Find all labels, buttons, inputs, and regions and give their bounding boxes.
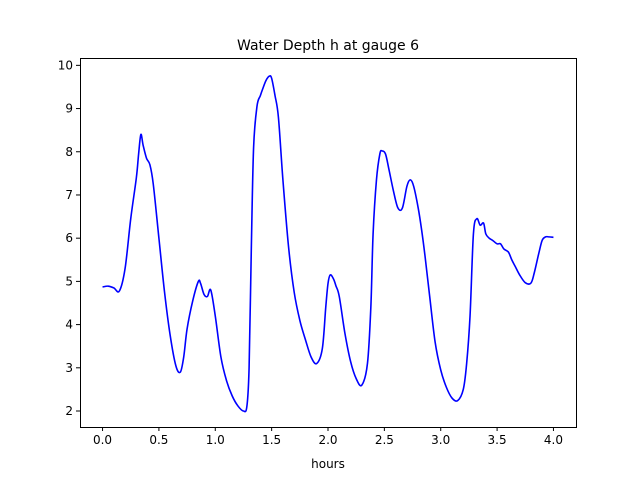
plot-frame [80,58,577,428]
y-tick-label: 4 [65,318,73,332]
x-axis-label: hours [311,457,345,471]
x-tick-label: 4.0 [544,433,563,447]
x-tick-label: 0.0 [93,433,112,447]
axis-ticks: 0.0 0.5 1.0 1.5 2.0 2.5 3.0 3.5 4.0 2 3 4 5 6 7 8 9 10 [58,58,563,447]
y-tick-label: 9 [65,102,73,116]
y-tick-label: 7 [65,188,73,202]
y-tick-label: 2 [65,404,73,418]
x-tick-label: 1.0 [206,433,225,447]
y-tick-label: 6 [65,231,73,245]
y-tick-label: 10 [58,58,73,72]
x-tick-label: 2.0 [318,433,337,447]
x-tick-label: 3.5 [488,433,507,447]
x-tick-label: 2.5 [375,433,394,447]
y-tick-label: 3 [65,361,73,375]
chart-title: Water Depth h at gauge 6 [237,38,419,54]
x-tick-label: 3.0 [431,433,450,447]
y-tick-label: 5 [65,274,73,288]
x-tick-label: 1.5 [262,433,281,447]
y-tick-label: 8 [65,145,73,159]
series-line-0 [102,75,554,413]
plot-area [102,75,554,413]
x-tick-label: 0.5 [149,433,168,447]
